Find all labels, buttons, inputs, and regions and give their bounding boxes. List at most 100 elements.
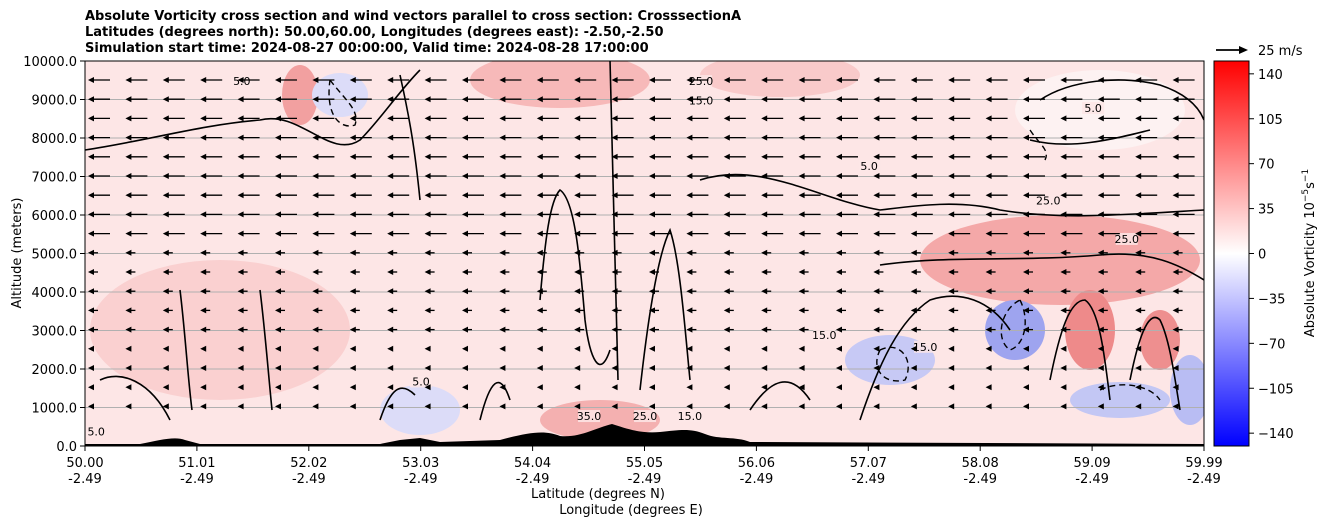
wind-vector-head xyxy=(462,269,468,275)
wind-vector-head xyxy=(387,77,394,83)
wind-vector-head xyxy=(424,269,431,275)
wind-vector-head xyxy=(761,192,768,199)
x-tick-label-lon: -2.49 xyxy=(963,472,997,487)
contour-line xyxy=(1029,129,1151,145)
wind-vector-head xyxy=(873,230,880,237)
wind-vector-head xyxy=(836,384,842,391)
wind-vector-head xyxy=(275,134,281,141)
wind-vector-head xyxy=(1097,365,1104,371)
wind-vector-head xyxy=(1023,153,1029,160)
wind-vector-head xyxy=(349,211,356,218)
wind-vector-head xyxy=(574,345,581,352)
wind-vector-head xyxy=(611,365,618,371)
colorbar-tick-label: 35 xyxy=(1258,203,1275,218)
wind-vector-head xyxy=(1097,326,1104,333)
wind-vector-head xyxy=(1060,326,1067,333)
wind-vector-head xyxy=(237,230,244,237)
wind-vector-head xyxy=(1097,403,1104,410)
wind-vector-head xyxy=(499,365,506,371)
x-axis-label-latitude: Latitude (degrees N) xyxy=(531,487,665,502)
wind-vector-head xyxy=(1135,96,1142,103)
wind-vector-head xyxy=(237,77,244,83)
wind-vector-head xyxy=(1023,403,1029,410)
wind-vector-head xyxy=(910,345,917,352)
wind-vector-head xyxy=(985,192,992,199)
wind-vector-head xyxy=(162,96,169,103)
wind-vector-head xyxy=(312,307,319,314)
y-tick-label: 2000.0 xyxy=(32,363,78,378)
wind-vector-head xyxy=(125,134,132,141)
wind-vector-head xyxy=(125,345,132,352)
wind-vector-head xyxy=(162,192,169,199)
wind-vector-head xyxy=(649,307,655,314)
wind-vector-head xyxy=(125,115,132,122)
wind-vector-head xyxy=(237,345,244,352)
wind-vector-head xyxy=(499,96,506,103)
wind-vector-head xyxy=(611,384,618,391)
wind-vector-head xyxy=(1172,230,1179,237)
contour-label-bg xyxy=(858,159,881,172)
wind-vector-head xyxy=(723,249,730,256)
wind-vector-head xyxy=(499,403,506,410)
wind-vector-head xyxy=(1023,115,1029,122)
wind-vector-head xyxy=(1135,384,1142,391)
wind-vector-head xyxy=(948,96,955,103)
wind-vector-head xyxy=(312,115,319,122)
wind-vector-head xyxy=(275,153,281,160)
wind-vector-head xyxy=(536,269,543,275)
wind-vector-head xyxy=(910,211,917,218)
colorbar-tick-label: 140 xyxy=(1258,68,1283,83)
wind-vector-head xyxy=(574,173,581,179)
wind-vector-head xyxy=(125,288,132,295)
wind-vector-head xyxy=(1135,307,1142,314)
x-tick-label-lat: 59.99 xyxy=(1185,456,1222,471)
wind-vector-head xyxy=(387,173,394,179)
wind-vector-head xyxy=(349,173,356,179)
wind-vector-head xyxy=(985,288,992,295)
wind-vector-head xyxy=(836,96,842,103)
wind-vector-head xyxy=(275,192,281,199)
wind-vector-head xyxy=(462,173,468,179)
x-tick-label-lat: 53.03 xyxy=(402,456,439,471)
wind-vector-head xyxy=(200,249,207,256)
wind-vector-head xyxy=(88,384,94,391)
wind-vector-head xyxy=(1135,326,1142,333)
wind-vector-head xyxy=(387,384,394,391)
wind-vector-head xyxy=(723,288,730,295)
wind-vector-head xyxy=(499,230,506,237)
contour-label-bg xyxy=(678,410,701,423)
wind-vector-head xyxy=(88,211,94,218)
wind-vector-head xyxy=(1097,211,1104,218)
contour-label-bg xyxy=(634,410,657,423)
wind-vector-head xyxy=(1172,173,1179,179)
wind-vector-head xyxy=(312,365,319,371)
colorbar-label-unit-exp: −1 xyxy=(1301,169,1311,182)
wind-vector-head xyxy=(910,269,917,275)
wind-vector-head xyxy=(723,77,730,83)
wind-vector-head xyxy=(1172,192,1179,199)
wind-vector-head xyxy=(574,211,581,218)
wind-vector-head xyxy=(798,403,805,410)
wind-vector-head xyxy=(88,345,94,352)
wind-vector-head xyxy=(873,134,880,141)
wind-vector-head xyxy=(536,403,543,410)
wind-vector-head xyxy=(948,326,955,333)
wind-vector-head xyxy=(275,230,281,237)
wind-vector-head xyxy=(1172,288,1179,295)
wind-vector-head xyxy=(723,403,730,410)
wind-vector-head xyxy=(873,115,880,122)
wind-vector-head xyxy=(910,134,917,141)
wind-vector-head xyxy=(1135,269,1142,275)
wind-vector-head xyxy=(162,403,169,410)
y-tick-label: 3000.0 xyxy=(32,325,78,340)
wind-vector-head xyxy=(910,326,917,333)
wind-vector-head xyxy=(162,134,169,141)
contour-line-negative xyxy=(328,79,357,127)
x-tick-label-lon: -2.49 xyxy=(292,472,326,487)
wind-vector-head xyxy=(1172,326,1179,333)
wind-vector-head xyxy=(462,115,468,122)
wind-vector-head xyxy=(162,365,169,371)
wind-vector-head xyxy=(536,77,543,83)
contour-line xyxy=(479,381,511,421)
chart-title-line-3: Simulation start time: 2024-08-27 00:00:… xyxy=(85,41,649,56)
